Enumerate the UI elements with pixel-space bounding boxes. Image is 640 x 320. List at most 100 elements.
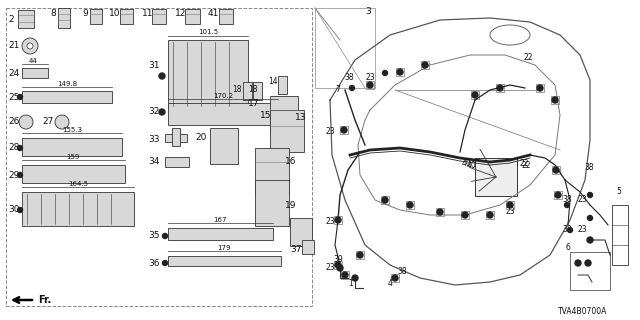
Text: 12: 12 bbox=[175, 10, 186, 19]
Text: 20: 20 bbox=[195, 133, 206, 142]
Text: 36: 36 bbox=[148, 259, 159, 268]
Text: 41: 41 bbox=[208, 10, 220, 19]
Text: 22: 22 bbox=[522, 161, 531, 170]
Bar bbox=[315, 8, 375, 88]
Circle shape bbox=[19, 115, 33, 129]
Text: TVA4B0700A: TVA4B0700A bbox=[558, 308, 607, 316]
Text: 13: 13 bbox=[295, 114, 307, 123]
Text: 4: 4 bbox=[388, 278, 393, 287]
Text: 149.8: 149.8 bbox=[57, 81, 77, 87]
Circle shape bbox=[335, 217, 341, 223]
Bar bbox=[22, 192, 134, 226]
Text: 29: 29 bbox=[8, 171, 19, 180]
Bar bbox=[471, 91, 479, 99]
Circle shape bbox=[27, 43, 33, 49]
Bar bbox=[18, 10, 34, 28]
Text: 15: 15 bbox=[260, 111, 271, 121]
Circle shape bbox=[357, 252, 363, 258]
Bar bbox=[496, 84, 504, 92]
Circle shape bbox=[555, 192, 561, 198]
Bar bbox=[551, 96, 559, 104]
Bar bbox=[168, 256, 281, 266]
Circle shape bbox=[382, 197, 388, 203]
Bar bbox=[219, 9, 233, 24]
Text: 19: 19 bbox=[285, 201, 296, 210]
Bar bbox=[334, 216, 342, 224]
Bar bbox=[436, 208, 444, 216]
Text: 1: 1 bbox=[348, 278, 353, 287]
Bar bbox=[421, 61, 429, 69]
Bar bbox=[570, 252, 610, 290]
Text: 38: 38 bbox=[584, 164, 594, 172]
Bar bbox=[255, 180, 289, 226]
Bar bbox=[536, 84, 544, 92]
Text: 167: 167 bbox=[213, 217, 227, 223]
Bar bbox=[290, 218, 312, 246]
Text: 101.5: 101.5 bbox=[198, 29, 218, 35]
Text: 23: 23 bbox=[325, 127, 335, 137]
Bar bbox=[22, 165, 125, 183]
Text: 44: 44 bbox=[29, 58, 37, 64]
Text: 10: 10 bbox=[109, 10, 120, 19]
Bar bbox=[168, 103, 278, 125]
Text: 8: 8 bbox=[50, 10, 56, 19]
Text: 9: 9 bbox=[82, 10, 88, 19]
Bar bbox=[475, 158, 517, 196]
Text: 179: 179 bbox=[217, 245, 231, 251]
Bar bbox=[366, 81, 374, 89]
Circle shape bbox=[55, 115, 69, 129]
Bar bbox=[302, 240, 314, 254]
Text: 18: 18 bbox=[232, 85, 241, 94]
Bar bbox=[506, 201, 514, 209]
Text: 159: 159 bbox=[67, 154, 80, 160]
Text: 38: 38 bbox=[397, 268, 406, 276]
Bar bbox=[165, 157, 189, 167]
Bar bbox=[340, 126, 348, 134]
Text: 23: 23 bbox=[325, 263, 335, 273]
Text: 40: 40 bbox=[462, 158, 472, 167]
Circle shape bbox=[587, 237, 593, 243]
Text: 38: 38 bbox=[562, 196, 572, 204]
Text: 7: 7 bbox=[335, 85, 340, 94]
Circle shape bbox=[568, 228, 573, 233]
Text: 22: 22 bbox=[520, 158, 529, 167]
Bar bbox=[168, 228, 273, 240]
Text: 26: 26 bbox=[8, 117, 19, 126]
Circle shape bbox=[422, 62, 428, 68]
Text: 23: 23 bbox=[325, 218, 335, 227]
Text: 23: 23 bbox=[578, 226, 588, 235]
Text: 23: 23 bbox=[505, 207, 515, 217]
Circle shape bbox=[17, 146, 22, 150]
Text: 11: 11 bbox=[142, 10, 154, 19]
Bar bbox=[334, 261, 342, 269]
Bar bbox=[22, 68, 48, 78]
Bar bbox=[381, 196, 389, 204]
Circle shape bbox=[163, 234, 168, 238]
Bar bbox=[270, 110, 304, 152]
Bar bbox=[341, 271, 349, 279]
Bar bbox=[356, 251, 364, 259]
Text: 35: 35 bbox=[148, 231, 159, 241]
Bar bbox=[255, 148, 289, 194]
Bar bbox=[22, 91, 112, 103]
Circle shape bbox=[17, 172, 22, 178]
Bar bbox=[253, 82, 262, 100]
Text: 14: 14 bbox=[268, 77, 278, 86]
Bar bbox=[22, 138, 122, 156]
Text: 37: 37 bbox=[290, 245, 301, 254]
Text: 18: 18 bbox=[248, 85, 257, 94]
Bar bbox=[165, 134, 187, 142]
Bar bbox=[396, 68, 404, 76]
Circle shape bbox=[342, 272, 348, 278]
Circle shape bbox=[352, 275, 358, 281]
Bar bbox=[90, 9, 102, 24]
Bar bbox=[461, 211, 469, 219]
Circle shape bbox=[163, 260, 168, 266]
Circle shape bbox=[337, 265, 343, 271]
Circle shape bbox=[392, 275, 398, 281]
Circle shape bbox=[585, 260, 591, 266]
Text: 6: 6 bbox=[565, 244, 570, 252]
Text: 32: 32 bbox=[148, 108, 159, 116]
Circle shape bbox=[349, 85, 355, 91]
Bar bbox=[58, 8, 70, 28]
